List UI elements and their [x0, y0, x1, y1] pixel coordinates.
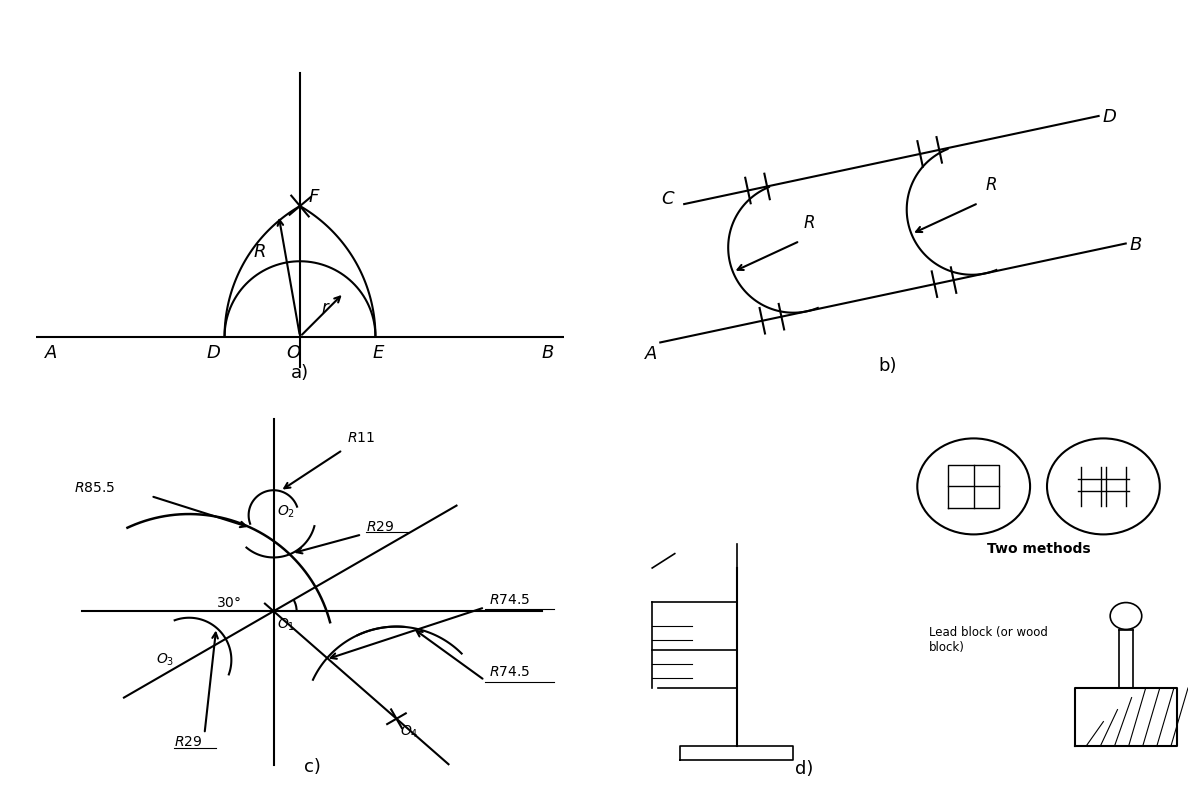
- Text: $R74.5$: $R74.5$: [488, 666, 530, 679]
- Text: $F$: $F$: [307, 188, 320, 206]
- Text: $30°$: $30°$: [216, 596, 241, 610]
- Text: $O$: $O$: [287, 344, 302, 362]
- Text: b): b): [878, 357, 898, 375]
- Text: $R11$: $R11$: [347, 431, 374, 446]
- Text: $A$: $A$: [644, 345, 658, 362]
- Text: $A$: $A$: [43, 344, 58, 362]
- Text: $r$: $r$: [322, 298, 331, 317]
- Text: $B$: $B$: [541, 344, 554, 362]
- Text: Two methods: Two methods: [986, 542, 1091, 556]
- Text: $B$: $B$: [1129, 236, 1142, 254]
- Text: $D$: $D$: [205, 344, 221, 362]
- Text: $R$: $R$: [985, 176, 997, 194]
- Text: $R74.5$: $R74.5$: [488, 593, 530, 606]
- Text: Lead block (or wood
block): Lead block (or wood block): [929, 626, 1048, 654]
- Text: $D$: $D$: [1102, 109, 1117, 126]
- Text: $R$: $R$: [253, 243, 266, 262]
- Text: $O_1$: $O_1$: [277, 617, 295, 633]
- Text: $R29$: $R29$: [366, 519, 394, 534]
- Text: $O_4$: $O_4$: [401, 724, 419, 741]
- Text: $R85.5$: $R85.5$: [74, 481, 115, 495]
- Text: $O_3$: $O_3$: [156, 652, 175, 668]
- Text: $E$: $E$: [372, 344, 385, 362]
- Text: $O_2$: $O_2$: [277, 503, 295, 520]
- Text: c): c): [304, 758, 320, 777]
- Text: a): a): [290, 364, 310, 382]
- Text: $R29$: $R29$: [174, 734, 202, 749]
- Text: d): d): [796, 760, 814, 778]
- Text: $R$: $R$: [803, 214, 815, 232]
- Text: $C$: $C$: [661, 190, 676, 208]
